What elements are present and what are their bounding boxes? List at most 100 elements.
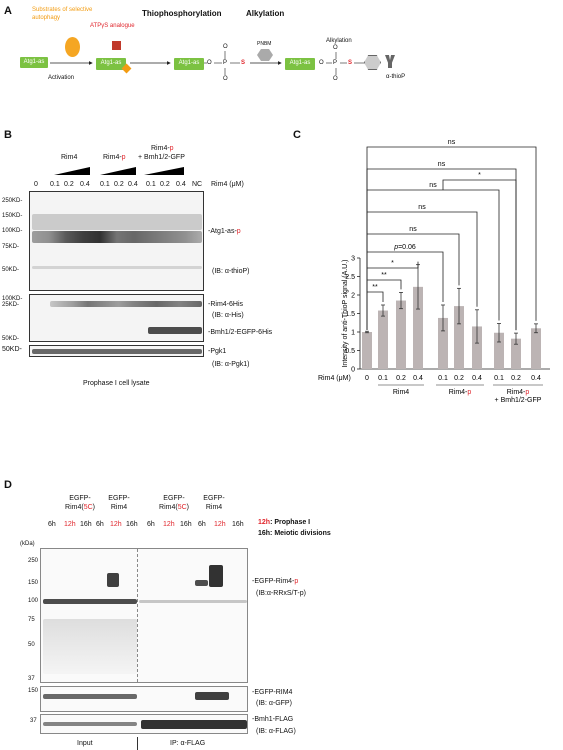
divider-line — [137, 737, 138, 750]
ip-label: IP: α-FLAG — [170, 740, 206, 747]
x-tick-label-7: 0.1 — [494, 375, 504, 382]
band-100-ip — [139, 600, 247, 603]
p-label-2: P — [333, 60, 338, 66]
substrate-ellipse — [65, 37, 80, 57]
blot-thiop — [29, 191, 204, 291]
alkylation-2-label: Alkylation — [326, 38, 352, 44]
atg1-box-4: Atg1-as — [285, 58, 315, 70]
x-tick-label-0: 0 — [365, 375, 369, 382]
group-label-rim4p: Rim4-p — [449, 389, 472, 396]
x-tick-label-1: 0.1 — [378, 375, 388, 382]
alkylation-label: Alkylation — [246, 9, 285, 18]
marker-his-0: 100KD- — [2, 296, 23, 302]
band-gfp-ip — [195, 692, 229, 700]
kda-label: (kDa) — [20, 541, 35, 547]
ib-flag-label: (IB: α-FLAG) — [256, 728, 296, 735]
marker-gfp: 150 — [28, 688, 39, 694]
time-label-3: 6h — [96, 521, 104, 528]
sig-label-2: ns — [429, 182, 437, 189]
blot-his — [29, 294, 204, 342]
group-label-rim4: Rim4 — [393, 389, 409, 396]
sig-bracket-0 — [366, 146, 537, 330]
y-tick-label-1: 0.5 — [345, 348, 355, 355]
y-tick-label-6: 3 — [351, 256, 355, 263]
marker-thiop-1: 150KD- — [2, 213, 23, 219]
bar-7 — [494, 332, 504, 369]
blot-gfp — [40, 686, 248, 712]
atg1-box-1: Atg1-as — [20, 57, 48, 68]
panel-a-arrows — [50, 51, 364, 75]
band-egfp-rim4p-ip — [209, 565, 223, 587]
ib-rrxs-label: (IB:α-RRxS/T-p) — [256, 590, 306, 597]
sig-label-1: ns — [438, 161, 446, 168]
y-tick-label-3: 1.5 — [345, 311, 355, 318]
marker-rrxs-2: 100 — [28, 598, 39, 604]
y-tick-label-0: 0 — [351, 367, 355, 374]
y-tick-label-5: 2.5 — [345, 274, 355, 281]
band-egfp-rim4p-ip-6h — [195, 580, 208, 586]
bar-4 — [438, 317, 448, 369]
panel-c-label: C — [293, 129, 301, 141]
sig-label-3: * — [478, 172, 481, 179]
marker-flag: 37 — [30, 718, 37, 724]
alpha-thiop-label: α-thioP — [386, 74, 406, 80]
marker-rrxs-0: 250 — [28, 558, 39, 564]
group-rim4p-bmh-label: Rim4-p — [151, 145, 174, 152]
marker-thiop-3: 75KD- — [2, 244, 20, 250]
lane-label-4: 0.1 — [100, 181, 110, 188]
lane-label-3: 0.4 — [80, 181, 90, 188]
band-egfp-rim4p-input — [107, 573, 119, 587]
o-label: O — [207, 60, 212, 66]
marker-thiop-2: 100KD- — [2, 228, 23, 234]
bar-1 — [378, 310, 388, 369]
lane-label-1: 0.1 — [50, 181, 60, 188]
dashed-divider — [137, 549, 138, 682]
s-minus-label: S — [241, 60, 246, 66]
y-tick-label-4: 2 — [351, 293, 355, 300]
legend-16h: 16h: Meiotic divisions — [258, 530, 331, 537]
marker-rrxs-3: 75 — [28, 617, 35, 623]
band-bmh-his — [148, 327, 202, 334]
sig-label-7: * — [391, 260, 394, 267]
o-top-label-2: O — [333, 45, 338, 51]
x-tick-label-8: 0.2 — [511, 375, 521, 382]
bar-6 — [472, 326, 482, 369]
x-tick-label-5: 0.2 — [454, 375, 464, 382]
time-label-0: 6h — [48, 521, 56, 528]
lane-label-7: 0.1 — [146, 181, 156, 188]
o-minus-label-2: O — [333, 76, 338, 82]
time-label-2: 16h — [80, 521, 92, 528]
ib-his-label: (IB: α-His) — [212, 312, 244, 319]
ib-gfp-label: (IB: α-GFP) — [256, 700, 292, 707]
bar-9 — [531, 328, 541, 369]
wedge-3 — [144, 167, 184, 175]
band-upper-smear — [32, 214, 202, 230]
band-100 — [43, 599, 137, 604]
bar-2 — [396, 300, 406, 369]
marker-pgk: 50KD- — [2, 346, 22, 353]
time-label-4: 12h — [110, 521, 122, 528]
atp-analogue-label: ATPγS analogue — [90, 23, 135, 29]
x-axis-label: Rim4 (μM) — [318, 375, 351, 382]
time-label-10: 12h — [214, 521, 226, 528]
x-tick-label-6: 0.4 — [472, 375, 482, 382]
atg1-box-3: Atg1-as — [174, 58, 204, 70]
lane-label-9: 0.4 — [176, 181, 186, 188]
time-label-6: 6h — [147, 521, 155, 528]
band-flag-input — [43, 722, 137, 726]
input-label: Input — [77, 740, 93, 747]
conc-label: Rim4 (μM) — [211, 181, 244, 188]
col-header-2: EGFP- Rim4 — [108, 495, 130, 511]
sig-label-9: ** — [372, 284, 378, 291]
substrates-label: Substrates of selective autophagy — [32, 7, 93, 21]
time-label-5: 16h — [126, 521, 138, 528]
blot-rrxs — [40, 548, 248, 683]
bar-0 — [362, 332, 372, 369]
egfp-rim4p-label: -EGFP-Rim4-p — [252, 578, 299, 585]
bar-3 — [413, 286, 423, 369]
lysate-caption: Prophase I cell lysate — [83, 380, 150, 387]
blot-flag — [40, 714, 248, 734]
bar-5 — [454, 306, 464, 369]
band-smear — [43, 619, 137, 674]
